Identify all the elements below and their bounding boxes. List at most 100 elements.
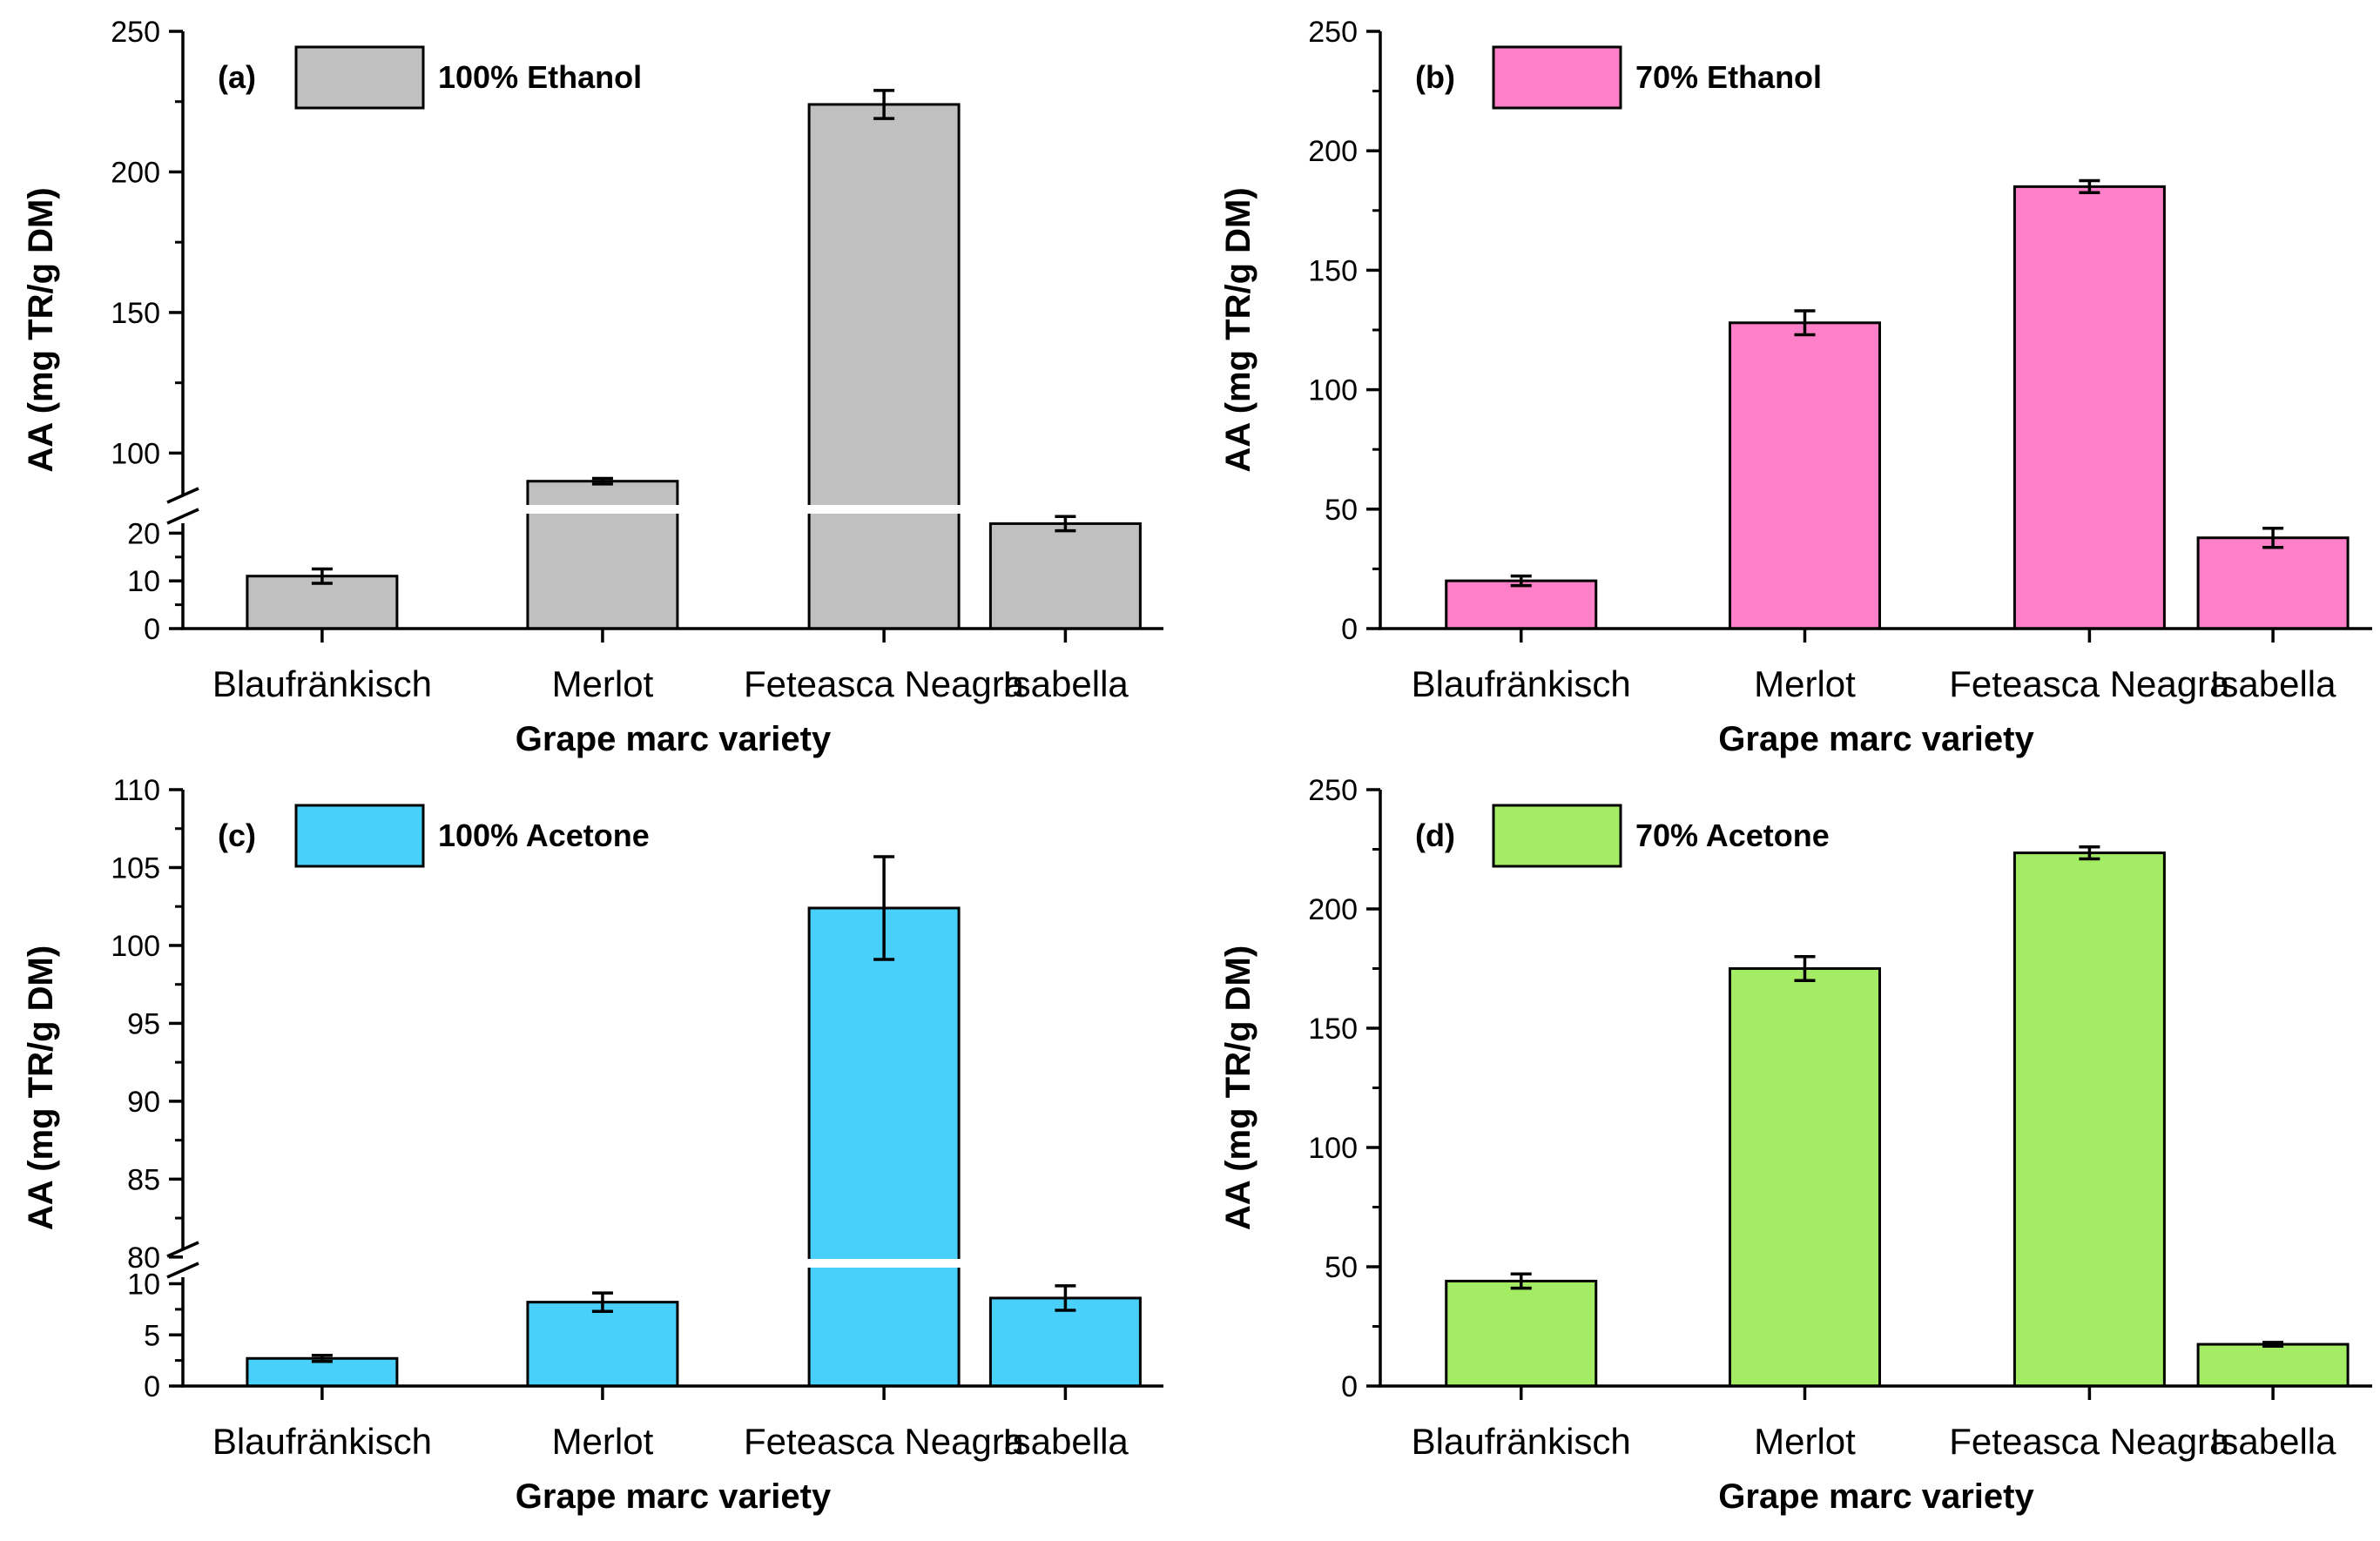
legend-label: 70% Acetone bbox=[1635, 818, 1830, 853]
x-tick-label: Feteasca Neagra bbox=[1949, 663, 2230, 704]
y-tick-label: 200 bbox=[1308, 135, 1358, 168]
error-bar-1 bbox=[591, 476, 613, 486]
x-axis-title: Grape marc variety bbox=[516, 720, 832, 758]
y-tick-label: 50 bbox=[1325, 494, 1358, 527]
axis-break-band-2 bbox=[806, 505, 962, 514]
panel-label: (d) bbox=[1415, 818, 1455, 853]
error-bar-2 bbox=[873, 855, 895, 961]
axis-break-band-2 bbox=[806, 1259, 962, 1268]
x-axis-title: Grape marc variety bbox=[1718, 720, 2034, 758]
bar-2 bbox=[807, 103, 961, 630]
y-axis-break-mark-2 bbox=[166, 508, 199, 525]
error-bar-3 bbox=[1055, 515, 1076, 533]
y-tick-label: 95 bbox=[127, 1007, 160, 1040]
y-tick-label: 5 bbox=[144, 1319, 160, 1352]
x-tick-label: Blaufränkisch bbox=[212, 663, 432, 704]
panel-label: (b) bbox=[1415, 59, 1455, 95]
error-bar-1 bbox=[1794, 309, 1816, 337]
y-tick-label: 150 bbox=[1308, 254, 1358, 287]
y-axis-title: AA (mg TR/g DM) bbox=[22, 187, 60, 472]
y-tick-label: 250 bbox=[1308, 16, 1358, 49]
bar-1 bbox=[1728, 321, 1881, 630]
error-bar-1 bbox=[1794, 955, 1816, 982]
bar-0 bbox=[1445, 579, 1598, 630]
y-axis-title: AA (mg TR/g DM) bbox=[1219, 187, 1257, 472]
x-tick-label: Merlot bbox=[552, 1421, 654, 1462]
y-tick-label: 100 bbox=[1308, 374, 1358, 407]
y-tick-label: 150 bbox=[1308, 1013, 1358, 1046]
y-axis-title: AA (mg TR/g DM) bbox=[1219, 945, 1257, 1230]
y-axis-break-mark-1 bbox=[166, 487, 199, 504]
bar-1 bbox=[1728, 967, 1881, 1388]
y-axis-title: AA (mg TR/g DM) bbox=[22, 945, 60, 1230]
y-tick-label: 100 bbox=[1308, 1132, 1358, 1165]
bar-3 bbox=[988, 522, 1142, 630]
error-bar-1 bbox=[591, 1291, 613, 1313]
x-tick-label: Feteasca Neagra bbox=[744, 1421, 1025, 1462]
bar-3 bbox=[2196, 1342, 2350, 1388]
x-tick-label: Merlot bbox=[1754, 663, 1856, 704]
y-tick-label: 80 bbox=[127, 1242, 160, 1275]
axes bbox=[166, 31, 1163, 630]
y-tick-label: 85 bbox=[127, 1163, 160, 1196]
legend-label: 70% Ethanol bbox=[1635, 59, 1822, 95]
x-tick-label: Merlot bbox=[1754, 1421, 1856, 1462]
bar-1 bbox=[526, 480, 679, 630]
bar-3 bbox=[2196, 536, 2350, 630]
x-tick-label: Isabella bbox=[2210, 663, 2336, 704]
error-bar-3 bbox=[2262, 1341, 2284, 1348]
error-bar-2 bbox=[2079, 845, 2100, 861]
y-tick-label: 200 bbox=[1308, 893, 1358, 926]
x-tick-label: Feteasca Neagra bbox=[1949, 1421, 2230, 1462]
y-tick-label: 50 bbox=[1325, 1251, 1358, 1284]
y-tick-label: 0 bbox=[1341, 1370, 1358, 1403]
legend-swatch bbox=[294, 45, 425, 110]
y-tick-label: 200 bbox=[111, 156, 160, 189]
error-bar-0 bbox=[311, 1354, 333, 1363]
x-tick-label: Blaufränkisch bbox=[1412, 1421, 1631, 1462]
bar-2 bbox=[2013, 185, 2166, 630]
bar-0 bbox=[1445, 1279, 1598, 1388]
y-tick-label: 90 bbox=[127, 1086, 160, 1119]
x-tick-label: Isabella bbox=[1002, 1421, 1129, 1462]
y-axis-break-mark-1 bbox=[166, 1241, 199, 1258]
panel-label: (c) bbox=[218, 818, 256, 853]
y-tick-label: 110 bbox=[113, 774, 160, 807]
error-bar-2 bbox=[2079, 178, 2100, 194]
x-tick-label: Blaufränkisch bbox=[1412, 663, 1631, 704]
axis-break-band-1 bbox=[524, 505, 680, 514]
x-tick-label: Isabella bbox=[2210, 1421, 2336, 1462]
legend-swatch bbox=[1492, 804, 1622, 868]
axes bbox=[166, 790, 1163, 1388]
y-tick-label: 0 bbox=[144, 1370, 160, 1403]
y-tick-label: 0 bbox=[144, 613, 160, 646]
error-bar-2 bbox=[873, 89, 895, 120]
x-tick-label: Feteasca Neagra bbox=[744, 663, 1025, 704]
y-tick-label: 10 bbox=[127, 565, 160, 598]
bar-0 bbox=[246, 575, 399, 630]
error-bar-0 bbox=[1510, 574, 1532, 588]
y-tick-label: 250 bbox=[111, 16, 160, 49]
y-tick-label: 20 bbox=[127, 517, 160, 550]
chart-panel-b: 0 50 100 150 200 250 Blaufränkisch Merlot Feteas… bbox=[1219, 16, 2372, 758]
x-tick-label: Merlot bbox=[552, 663, 654, 704]
error-bar-0 bbox=[1510, 1272, 1532, 1290]
bar-2 bbox=[807, 906, 961, 1388]
x-tick-label: Blaufränkisch bbox=[212, 1421, 432, 1462]
y-tick-label: 150 bbox=[111, 297, 160, 330]
legend-label: 100% Acetone bbox=[438, 818, 650, 853]
panel-label: (a) bbox=[218, 59, 256, 95]
y-tick-label: 105 bbox=[111, 851, 160, 885]
legend-swatch bbox=[294, 804, 425, 868]
y-tick-label: 10 bbox=[127, 1268, 160, 1302]
error-bar-0 bbox=[311, 567, 333, 585]
y-tick-label: 100 bbox=[111, 930, 160, 963]
error-bar-3 bbox=[1055, 1284, 1076, 1312]
bar-2 bbox=[2013, 851, 2166, 1388]
bar-1 bbox=[526, 1301, 679, 1388]
legend-label: 100% Ethanol bbox=[438, 59, 642, 95]
legend-swatch bbox=[1492, 45, 1622, 110]
y-tick-label: 0 bbox=[1341, 613, 1358, 646]
